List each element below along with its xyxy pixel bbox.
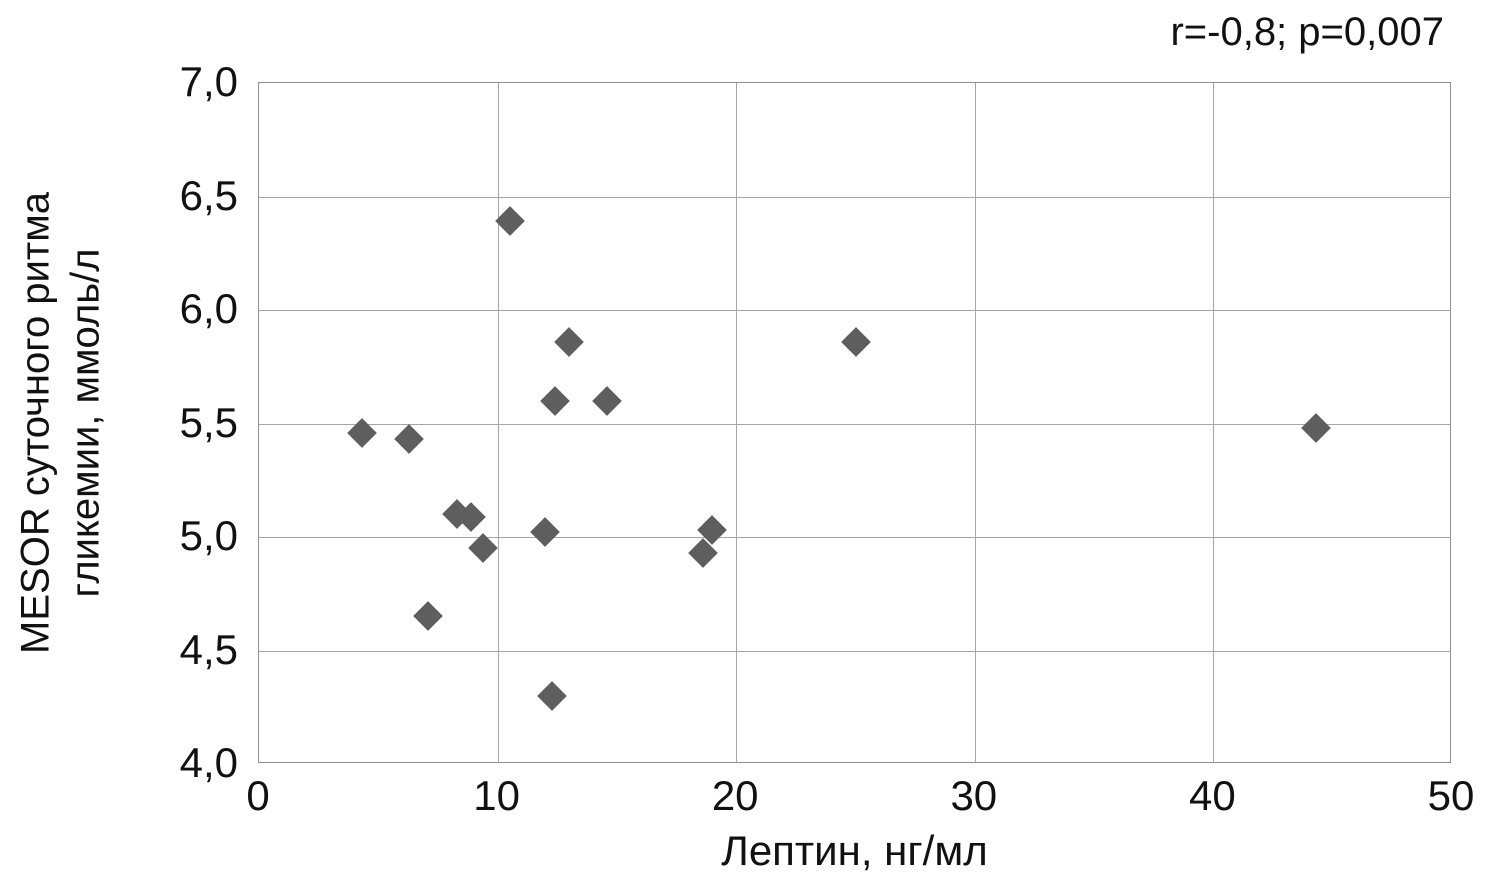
- data-point-diamond: [1301, 413, 1331, 443]
- data-point-diamond: [840, 326, 871, 357]
- x-tick-label: 50: [1427, 772, 1475, 819]
- horizontal-gridline: [259, 310, 1450, 311]
- y-tick-label: 7,0: [179, 58, 238, 105]
- x-axis-label: Лептин, нг/мл: [721, 827, 988, 874]
- vertical-gridline: [497, 83, 499, 762]
- y-axis-label: MESOR суточного ритма гликемии, ммоль/л: [6, 83, 116, 764]
- data-point-diamond: [540, 385, 570, 416]
- y-tick-label: 5,5: [179, 398, 238, 446]
- x-tick-label: 30: [950, 772, 998, 819]
- data-point-diamond: [537, 681, 568, 711]
- horizontal-gridline: [259, 537, 1450, 538]
- plot-area: [258, 82, 1451, 763]
- data-point-diamond: [394, 424, 425, 455]
- x-tick-label: 10: [473, 772, 520, 819]
- y-tick-label: 4,0: [179, 739, 238, 786]
- x-tick-label: 20: [711, 772, 759, 819]
- data-point-diamond: [554, 326, 585, 357]
- vertical-gridline: [1213, 83, 1215, 762]
- y-axis-label-line1: MESOR суточного ритма: [13, 192, 58, 654]
- vertical-gridline: [736, 83, 738, 762]
- y-tick-label: 6,5: [179, 171, 238, 219]
- horizontal-gridline: [259, 423, 1450, 425]
- horizontal-gridline: [259, 196, 1450, 198]
- vertical-gridline: [974, 83, 976, 762]
- y-tick-label: 4,5: [179, 625, 238, 673]
- data-point-diamond: [346, 417, 377, 448]
- horizontal-gridline: [259, 650, 1450, 652]
- y-tick-label: 5,0: [179, 512, 238, 559]
- y-axis-label-line2: гликемии, ммоль/л: [63, 248, 108, 598]
- data-point-diamond: [494, 206, 525, 237]
- x-tick-label: 40: [1189, 772, 1236, 819]
- data-point-diamond: [592, 385, 623, 416]
- y-tick-label: 6,0: [179, 285, 238, 332]
- data-point-diamond: [413, 601, 444, 632]
- data-point-diamond: [530, 517, 561, 548]
- x-tick-label: 0: [246, 772, 270, 819]
- correlation-annotation: r=-0,8; p=0,007: [1170, 10, 1444, 54]
